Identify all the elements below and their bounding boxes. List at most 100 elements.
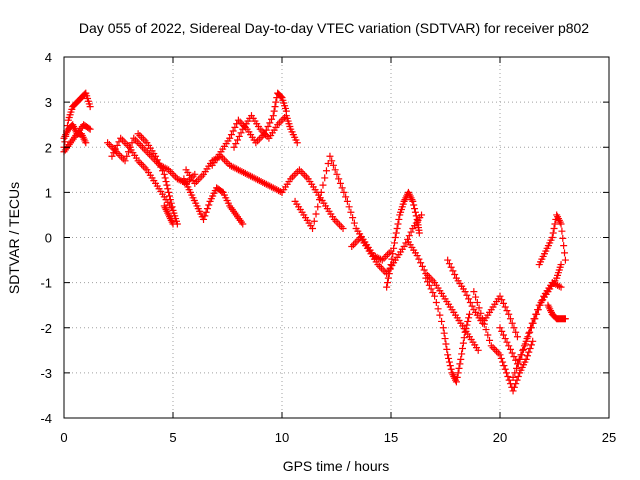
data-point	[438, 317, 446, 325]
data-point	[511, 369, 519, 377]
data-point	[557, 283, 565, 291]
data-point	[519, 346, 527, 354]
data-point	[510, 324, 518, 332]
data-point	[445, 260, 453, 268]
data-point	[405, 232, 413, 240]
data-point	[293, 139, 301, 147]
data-point	[440, 329, 448, 337]
data-point	[328, 157, 336, 165]
data-point	[123, 152, 131, 160]
data-point	[310, 217, 318, 225]
data-point	[446, 362, 454, 370]
data-point	[479, 315, 487, 323]
data-point	[193, 178, 201, 186]
data-point	[496, 351, 504, 359]
grid	[64, 57, 609, 418]
data-point	[561, 315, 569, 323]
data-point	[413, 252, 421, 260]
data-point	[443, 345, 451, 353]
data-point	[350, 241, 358, 249]
data-point	[526, 345, 534, 353]
data-point	[512, 328, 520, 336]
data-point	[461, 288, 469, 296]
data-point	[155, 159, 163, 167]
data-point	[86, 103, 94, 111]
data-point	[557, 261, 565, 269]
data-point	[425, 281, 433, 289]
data-point	[500, 362, 508, 370]
data-point	[496, 324, 504, 332]
data-point	[415, 255, 423, 263]
data-point	[499, 358, 507, 366]
data-point	[384, 274, 392, 282]
data-point	[277, 93, 285, 101]
data-point	[350, 219, 358, 227]
data-point	[559, 234, 567, 242]
data-point	[390, 239, 398, 247]
x-tick-label: 25	[602, 430, 616, 445]
data-point	[141, 137, 149, 145]
data-point	[508, 319, 516, 327]
data-point	[444, 351, 452, 359]
data-point	[349, 214, 357, 222]
data-point	[465, 295, 473, 303]
data-point	[473, 298, 481, 306]
data-point	[452, 378, 460, 386]
data-point	[347, 208, 355, 216]
data-point	[167, 199, 175, 207]
data-point	[486, 336, 494, 344]
data-point	[302, 173, 310, 181]
data-point	[299, 169, 307, 177]
data-point	[445, 358, 453, 366]
data-point	[391, 234, 399, 241]
data-point	[521, 340, 529, 348]
data-point	[526, 328, 534, 336]
data-point	[384, 251, 392, 259]
data-point	[230, 143, 238, 151]
data-point	[445, 354, 453, 362]
data-point	[506, 315, 514, 323]
data-point	[386, 265, 394, 273]
data-point	[411, 208, 419, 216]
data-point	[383, 283, 391, 291]
data-point	[384, 279, 392, 287]
data-point	[513, 333, 521, 341]
data-point	[333, 170, 341, 178]
data-point	[518, 351, 526, 359]
data-point	[235, 132, 243, 140]
data-point	[160, 170, 168, 178]
data-point	[455, 364, 463, 372]
data-point	[447, 365, 455, 373]
data-point	[301, 171, 309, 179]
data-point	[118, 136, 126, 144]
data-point	[441, 335, 449, 343]
data-point	[520, 345, 528, 353]
data-point	[353, 237, 361, 245]
data-point	[138, 160, 146, 168]
data-point	[120, 138, 128, 146]
data-point	[439, 324, 447, 332]
data-point	[122, 140, 130, 148]
data-point	[470, 288, 478, 296]
data-point	[549, 229, 557, 237]
data-point	[551, 220, 559, 228]
data-point	[166, 192, 174, 200]
data-point	[513, 364, 521, 372]
data-point	[326, 152, 334, 160]
data-point	[415, 229, 423, 237]
data-point	[388, 255, 396, 263]
data-point	[135, 140, 143, 148]
data-point	[558, 227, 566, 235]
data-point	[314, 203, 322, 211]
data-point	[134, 130, 142, 138]
data-point	[163, 181, 171, 189]
data-point	[351, 239, 359, 247]
data-point	[395, 215, 403, 223]
data-point	[139, 135, 147, 143]
data-point	[532, 310, 540, 318]
data-point	[522, 355, 530, 363]
data-point	[427, 285, 435, 293]
data-point	[130, 134, 138, 142]
data-point	[407, 228, 415, 236]
data-point	[133, 138, 141, 146]
